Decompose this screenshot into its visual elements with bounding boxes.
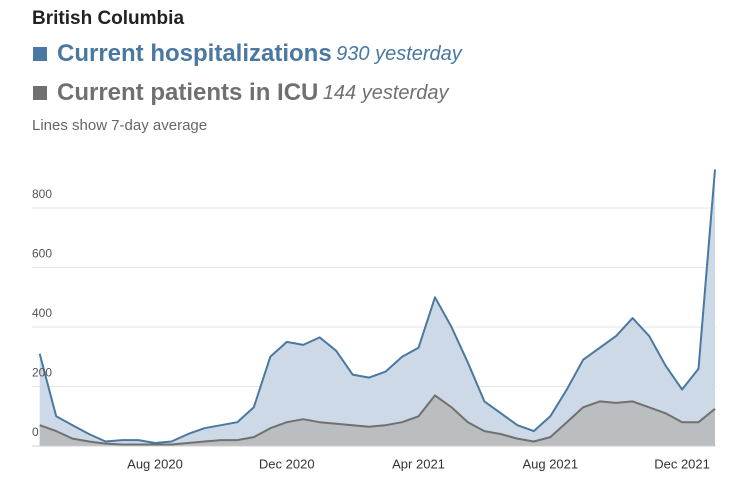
- area-fill: [39, 395, 715, 446]
- area-line: [38, 169, 716, 444]
- x-tick-label: Aug 2020: [127, 456, 183, 471]
- x-tick-label: Dec 2021: [654, 456, 710, 471]
- legend-note: 144 yesterday: [323, 82, 450, 104]
- y-tick-label: 800: [32, 187, 52, 201]
- legend-entry: Current hospitalizations 930 yesterday: [57, 40, 463, 67]
- legend-label: Current patients in ICU: [57, 79, 318, 106]
- legend-entry: Current patients in ICU 144 yesterday: [57, 79, 449, 106]
- y-tick-label: 600: [32, 247, 52, 261]
- x-tick-label: Dec 2020: [259, 456, 315, 471]
- area-line: [39, 394, 716, 446]
- x-tick-label: Apr 2021: [392, 456, 445, 471]
- chart-title: British Columbia: [32, 8, 184, 29]
- legend-swatch: [33, 86, 47, 100]
- y-tick-label: 0: [32, 425, 39, 439]
- y-tick-label: 400: [32, 306, 52, 320]
- legend-note: 930 yesterday: [336, 43, 463, 65]
- legend-swatch: [33, 47, 47, 61]
- subtitle: Lines show 7-day average: [32, 117, 207, 134]
- x-tick-label: Aug 2021: [522, 456, 578, 471]
- legend-label: Current hospitalizations: [57, 40, 332, 67]
- y-tick-label: 200: [32, 366, 52, 380]
